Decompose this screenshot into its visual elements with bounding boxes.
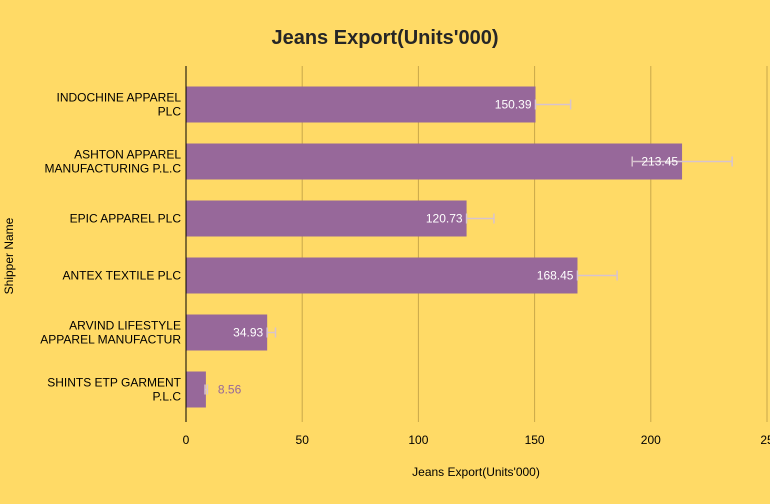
category-label: ARVIND LIFESTYLE APPAREL MANUFACTUR — [40, 319, 181, 347]
chart-title: Jeans Export(Units'000) — [271, 27, 498, 49]
x-tick-label: 100 — [408, 433, 428, 447]
category-label: INDOCHINE APPAREL PLC — [57, 91, 182, 119]
x-tick-label: 25 — [760, 433, 770, 447]
category-label: ANTEX TEXTILE PLC — [63, 269, 182, 283]
bar — [186, 143, 683, 180]
x-tick-label: 0 — [183, 433, 190, 447]
data-label: 150.39 — [495, 98, 532, 112]
data-label: 168.45 — [537, 269, 574, 283]
data-label: 213.45 — [641, 155, 678, 169]
grid-lines — [301, 66, 768, 422]
x-tick-label: 50 — [296, 433, 310, 447]
bar — [186, 257, 578, 294]
x-tick-labels: 0 50 100 150 200 25 — [183, 433, 770, 447]
y-axis-title: Shipper Name — [2, 217, 16, 294]
category-label: EPIC APPAREL PLC — [70, 212, 182, 226]
data-labels: 150.39 213.45 120.73 168.45 34.93 8.56 — [218, 98, 678, 397]
error-bars — [204, 99, 733, 395]
data-label: 120.73 — [426, 212, 463, 226]
bar — [186, 86, 536, 123]
category-labels: INDOCHINE APPAREL PLC ASHTON APPAREL MANUFA… — [40, 91, 181, 404]
x-axis-title: Jeans Export(Units'000) — [412, 465, 540, 479]
category-label: SHINTS ETP GARMENT P.L.C — [47, 376, 181, 404]
bar — [186, 200, 467, 237]
data-label: 34.93 — [233, 326, 263, 340]
category-label: ASHTON APPAREL MANUFACTURING P.L.C — [45, 148, 182, 176]
x-tick-label: 200 — [641, 433, 661, 447]
bar — [186, 371, 206, 408]
data-label: 8.56 — [218, 383, 242, 397]
x-tick-label: 150 — [525, 433, 545, 447]
bars — [186, 86, 683, 408]
bar — [186, 314, 268, 351]
